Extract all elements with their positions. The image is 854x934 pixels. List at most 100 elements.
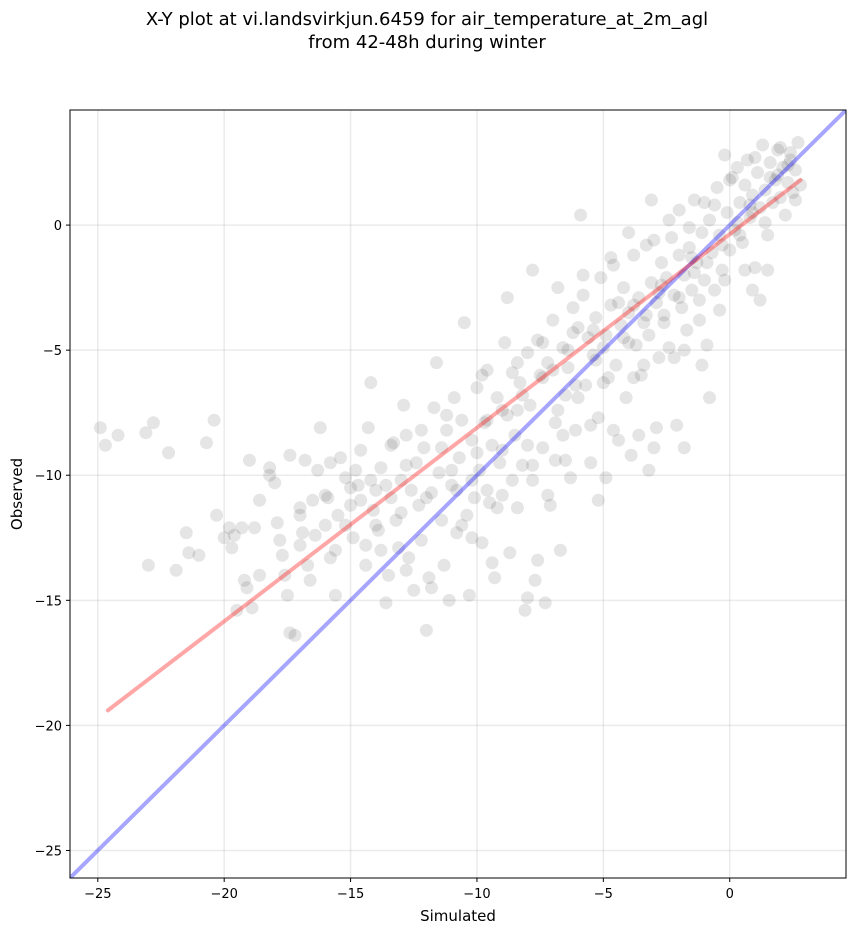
data-point	[794, 178, 808, 192]
data-point	[692, 293, 706, 307]
data-point	[569, 378, 583, 392]
data-point	[738, 263, 752, 277]
data-point	[369, 518, 383, 532]
data-point	[788, 193, 802, 207]
data-point	[318, 488, 332, 502]
data-point	[306, 493, 320, 507]
data-point	[728, 223, 742, 237]
data-point	[586, 348, 600, 362]
data-point	[730, 216, 744, 230]
data-point	[404, 483, 418, 497]
data-point	[407, 583, 421, 597]
data-point	[778, 208, 792, 222]
data-point	[649, 296, 663, 310]
data-point	[558, 388, 572, 402]
y-tick-label: 0	[54, 219, 62, 234]
data-point	[510, 356, 524, 370]
data-point	[584, 418, 598, 432]
data-point	[748, 151, 762, 165]
data-point	[627, 371, 641, 385]
data-point	[581, 331, 595, 345]
data-point	[596, 376, 610, 390]
data-point	[402, 551, 416, 565]
data-point	[586, 323, 600, 337]
data-point	[253, 568, 267, 582]
data-points	[93, 136, 808, 642]
data-point	[766, 196, 780, 210]
data-point	[561, 361, 575, 375]
data-point	[419, 623, 433, 637]
data-point	[637, 358, 651, 372]
data-point	[627, 298, 641, 312]
data-point	[614, 318, 628, 332]
data-point	[339, 471, 353, 485]
data-point	[465, 433, 479, 447]
data-point	[394, 473, 408, 487]
data-point	[536, 441, 550, 455]
data-point	[311, 463, 325, 477]
data-point	[576, 268, 590, 282]
data-point	[768, 173, 782, 187]
data-point	[313, 421, 327, 435]
y-tick-label: −15	[35, 594, 62, 609]
data-point	[690, 256, 704, 270]
data-point	[571, 321, 585, 335]
data-point	[632, 428, 646, 442]
data-point	[533, 368, 547, 382]
data-point	[485, 556, 499, 570]
x-tick-label: 0	[726, 887, 734, 902]
data-point	[599, 328, 613, 342]
data-point	[369, 483, 383, 497]
data-point	[495, 443, 509, 457]
data-point	[738, 178, 752, 192]
data-point	[563, 471, 577, 485]
data-point	[672, 291, 686, 305]
x-tick-label: −25	[84, 887, 111, 902]
data-point	[503, 546, 517, 560]
data-point	[328, 543, 342, 557]
data-point	[589, 353, 603, 367]
data-point	[465, 473, 479, 487]
data-point	[687, 193, 701, 207]
data-point	[677, 343, 691, 357]
data-point	[521, 438, 535, 452]
data-point	[480, 413, 494, 427]
data-point	[715, 263, 729, 277]
data-point	[328, 588, 342, 602]
data-point	[730, 161, 744, 175]
data-point	[450, 526, 464, 540]
data-point	[359, 538, 373, 552]
data-point	[601, 371, 615, 385]
data-point	[566, 326, 580, 340]
data-point	[705, 246, 719, 260]
grid	[70, 110, 846, 878]
regression-fit-line	[105, 178, 803, 713]
data-point	[387, 436, 401, 450]
data-point	[293, 538, 307, 552]
data-point	[786, 186, 800, 200]
data-point	[321, 491, 335, 505]
y-tick-label: −5	[43, 344, 62, 359]
y-tick-label: −25	[35, 844, 62, 859]
data-point	[399, 428, 413, 442]
data-point	[546, 363, 560, 377]
data-point	[230, 603, 244, 617]
data-point	[242, 453, 256, 467]
data-point	[687, 266, 701, 280]
data-point	[718, 148, 732, 162]
data-point	[169, 563, 183, 577]
data-point	[280, 588, 294, 602]
data-point	[596, 341, 610, 355]
data-point	[720, 206, 734, 220]
data-point	[399, 458, 413, 472]
data-point	[710, 181, 724, 195]
data-point	[743, 211, 757, 225]
data-point	[412, 498, 426, 512]
data-point	[442, 593, 456, 607]
data-point	[275, 548, 289, 562]
data-point	[665, 231, 679, 245]
data-point	[263, 468, 277, 482]
identity-line	[70, 110, 846, 878]
data-point	[591, 493, 605, 507]
data-point	[192, 548, 206, 562]
